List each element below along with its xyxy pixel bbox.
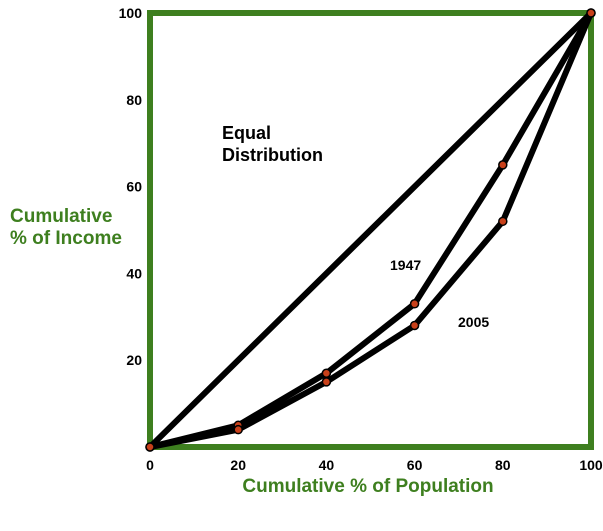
series-line-1947 [147, 10, 594, 450]
annotation-2005: 2005 [458, 314, 489, 330]
y-tick-label-40: 40 [126, 265, 142, 281]
plot-layer: 0 20 40 60 80 100 20 40 60 80 100 [119, 5, 603, 473]
y-tick-label-80: 80 [126, 92, 142, 108]
y-tick-label-100: 100 [119, 5, 143, 21]
y-axis-title-line1: Cumulative [10, 206, 112, 227]
data-point-2005-60 [409, 320, 420, 331]
x-tick-label-20: 20 [230, 457, 246, 473]
data-point-2005-40 [321, 377, 332, 387]
x-tick-label-40: 40 [319, 457, 335, 473]
plot-frame [147, 10, 594, 450]
x-tick-label-80: 80 [495, 457, 511, 473]
y-tick-label-20: 20 [126, 352, 142, 368]
x-tick-label-0: 0 [146, 457, 154, 473]
y-tick-label-60: 60 [126, 179, 142, 195]
x-tick-label-100: 100 [579, 457, 603, 473]
data-point-2005-100 [586, 8, 596, 18]
data-point-2005-0 [145, 442, 155, 452]
x-tick-label-60: 60 [407, 457, 423, 473]
series-line-2005 [147, 10, 594, 450]
x-axis-title: Cumulative % of Population [242, 476, 493, 497]
annotations: Equal Distribution 1947 2005 [222, 123, 489, 330]
data-point-1947-80 [498, 160, 508, 170]
series-line-equal [147, 10, 594, 450]
axis-titles: Cumulative % of Income Cumulative % of P… [10, 206, 494, 497]
data-point-1947-60 [409, 299, 420, 309]
data-point-1947-40 [321, 368, 332, 378]
data-point-2005-80 [498, 216, 508, 227]
annotation-equal-line1: Equal [222, 123, 271, 143]
y-axis-title-line2: % of Income [10, 228, 122, 249]
annotation-1947: 1947 [390, 257, 421, 273]
data-point-2005-20 [233, 424, 243, 435]
annotation-equal-line2: Distribution [222, 145, 323, 165]
